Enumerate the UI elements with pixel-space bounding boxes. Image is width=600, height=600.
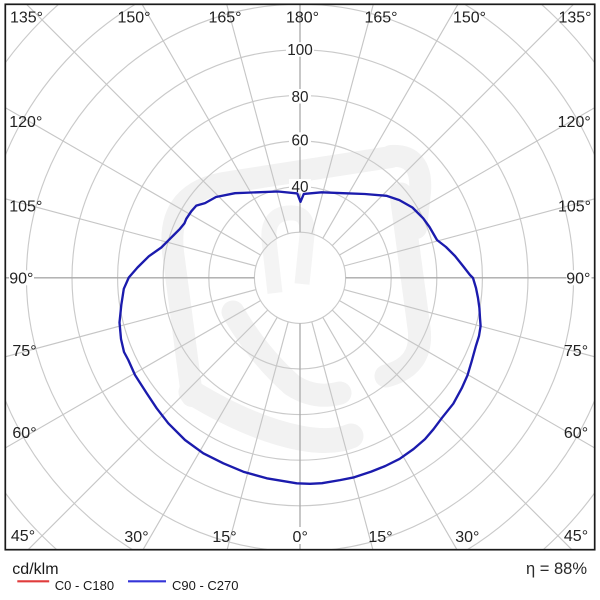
svg-text:60: 60 (291, 132, 308, 149)
svg-text:C0 - C180: C0 - C180 (55, 578, 114, 593)
svg-text:60°: 60° (564, 425, 588, 442)
svg-text:75°: 75° (564, 343, 588, 360)
svg-text:15°: 15° (368, 529, 392, 546)
svg-text:180°: 180° (286, 10, 319, 27)
svg-text:0°: 0° (293, 529, 308, 546)
svg-text:120°: 120° (9, 114, 42, 131)
svg-text:135°: 135° (10, 10, 43, 27)
svg-text:15°: 15° (212, 529, 236, 546)
svg-text:90°: 90° (566, 270, 590, 287)
svg-text:135°: 135° (558, 10, 591, 27)
svg-text:45°: 45° (11, 528, 35, 545)
svg-text:150°: 150° (453, 10, 486, 27)
svg-text:105°: 105° (9, 198, 42, 215)
svg-text:80: 80 (291, 89, 308, 106)
svg-text:165°: 165° (364, 10, 397, 27)
svg-text:150°: 150° (117, 10, 150, 27)
svg-text:90°: 90° (9, 270, 33, 287)
svg-text:30°: 30° (124, 529, 148, 546)
svg-text:45°: 45° (564, 528, 588, 545)
svg-text:100: 100 (287, 42, 313, 59)
svg-text:40: 40 (291, 179, 308, 196)
svg-text:75°: 75° (12, 343, 36, 360)
svg-text:C90 - C270: C90 - C270 (172, 578, 238, 593)
svg-text:η = 88%: η = 88% (526, 560, 587, 578)
svg-text:30°: 30° (455, 529, 479, 546)
svg-text:105°: 105° (558, 198, 591, 215)
svg-text:165°: 165° (208, 10, 241, 27)
svg-text:cd/klm: cd/klm (12, 561, 58, 578)
svg-text:60°: 60° (12, 425, 36, 442)
svg-text:120°: 120° (558, 114, 591, 131)
